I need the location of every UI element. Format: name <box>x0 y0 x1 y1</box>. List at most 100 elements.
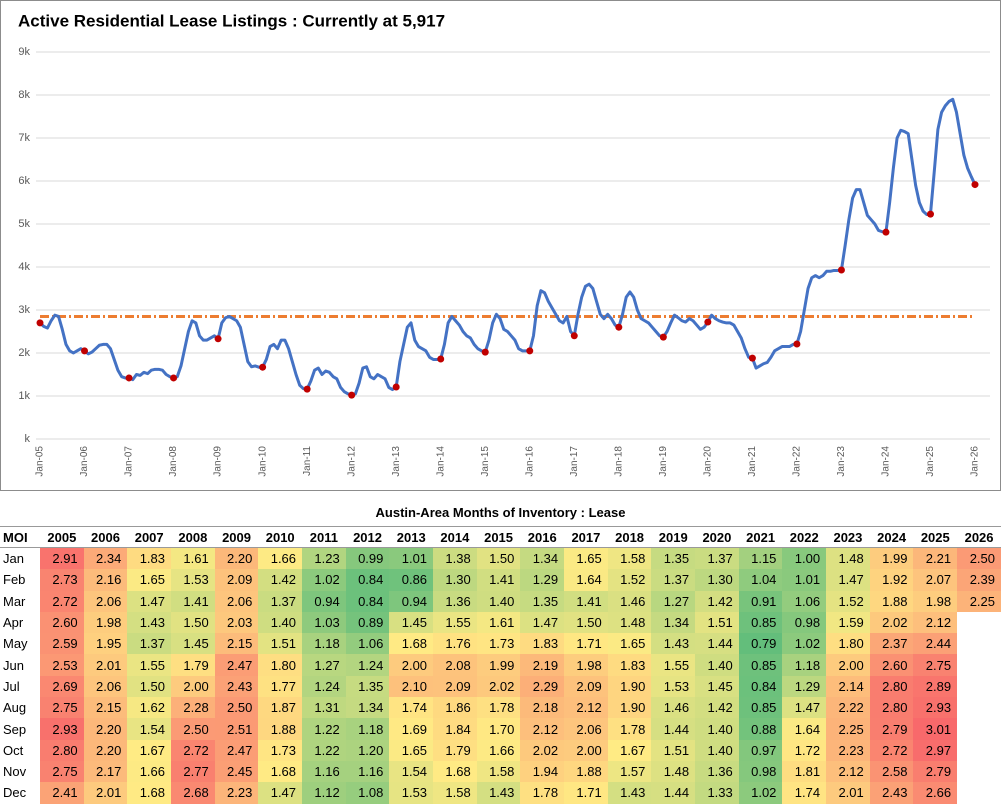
y-tick-label: 9k <box>18 46 30 58</box>
value-cell: 2.14 <box>826 675 870 698</box>
value-cell: 2.17 <box>83 760 128 783</box>
empty-cell <box>957 740 1001 761</box>
value-cell: 1.61 <box>171 547 215 570</box>
value-cell: 2.08 <box>433 654 477 676</box>
header-cell: 2014 <box>433 526 477 548</box>
value-cell: 1.88 <box>564 760 608 783</box>
value-cell: 1.55 <box>127 654 172 676</box>
value-cell: 1.50 <box>171 611 215 634</box>
value-cell: 1.18 <box>345 718 390 740</box>
moi-table: MOI 2005 2006 2007 2008 2009 2010 2011 2012 2013 2… <box>0 526 1001 804</box>
value-cell: 1.98 <box>564 654 608 676</box>
value-cell: 2.02 <box>869 611 914 634</box>
value-cell: 2.21 <box>913 547 958 570</box>
header-cell: 2015 <box>476 526 521 548</box>
value-cell: 1.54 <box>127 718 172 740</box>
value-cell: 2.68 <box>171 782 215 804</box>
value-cell: 2.75 <box>40 760 84 783</box>
value-cell: 0.84 <box>345 590 390 612</box>
header-cell: 2024 <box>869 526 914 548</box>
value-cell: 2.06 <box>83 675 128 698</box>
value-cell: 1.40 <box>695 654 739 676</box>
value-cell: 2.47 <box>214 654 259 676</box>
value-cell: 2.97 <box>913 739 958 761</box>
marker <box>659 333 667 341</box>
row-label: Jun <box>3 657 24 673</box>
value-cell: 1.51 <box>651 739 696 761</box>
marker <box>793 340 801 348</box>
table-row: Feb 2.73 2.16 1.65 1.53 2.09 1.42 1.02 0.84 0.86 1… <box>0 569 1001 591</box>
value-cell: 2.20 <box>83 739 128 761</box>
value-cell: 1.79 <box>171 654 215 676</box>
value-cell: 1.66 <box>476 739 521 761</box>
y-tick-label: k <box>25 433 31 445</box>
value-cell: 1.61 <box>476 611 521 634</box>
value-cell: 1.74 <box>389 697 434 719</box>
value-cell: 1.83 <box>127 547 172 570</box>
value-cell: 1.78 <box>476 697 521 719</box>
table-row: May 2.59 1.95 1.37 1.45 2.15 1.51 1.18 1.06 1.68 1… <box>0 633 1001 655</box>
value-cell: 1.52 <box>826 590 870 612</box>
value-cell: 2.18 <box>520 697 565 719</box>
value-cell: 2.75 <box>913 654 958 676</box>
marker <box>481 348 489 356</box>
value-cell: 2.41 <box>40 782 84 804</box>
value-cell: 1.48 <box>826 547 870 570</box>
row-label: Apr <box>3 615 24 631</box>
value-cell: 1.24 <box>302 675 346 698</box>
value-cell: 1.30 <box>695 569 739 591</box>
value-cell: 0.85 <box>738 654 783 676</box>
value-cell: 2.10 <box>389 675 434 698</box>
value-cell: 2.09 <box>564 675 608 698</box>
value-cell: 1.73 <box>476 633 521 655</box>
value-cell: 2.00 <box>389 654 434 676</box>
value-cell: 3.01 <box>913 718 958 740</box>
value-cell: 1.58 <box>607 547 652 570</box>
value-cell: 1.47 <box>826 569 870 591</box>
value-cell: 1.16 <box>345 760 390 783</box>
y-tick-label: 2k <box>18 347 30 359</box>
value-cell: 1.88 <box>869 590 914 612</box>
value-cell: 0.94 <box>302 590 346 612</box>
header-row: MOI 2005 2006 2007 2008 2009 2010 2011 2012 2013 2… <box>0 526 1001 548</box>
row-label: Sep <box>3 721 27 737</box>
x-tick-label: Jan-07 <box>124 446 135 477</box>
marker <box>259 363 267 371</box>
value-cell: 1.38 <box>433 547 477 570</box>
empty-cell <box>957 718 1001 739</box>
value-cell: 1.74 <box>782 782 827 804</box>
marker <box>926 210 934 218</box>
value-cell: 1.50 <box>476 547 521 570</box>
marker <box>704 318 712 326</box>
y-tick-label: 8k <box>18 89 30 101</box>
table-row: Oct 2.80 2.20 1.67 2.72 2.47 1.73 1.22 1.20 1.65 1… <box>0 739 1001 761</box>
value-cell: 1.31 <box>302 697 346 719</box>
value-cell: 1.02 <box>738 782 783 804</box>
x-tick-label: Jan-17 <box>569 446 580 477</box>
value-cell: 1.68 <box>127 782 172 804</box>
value-cell: 2.53 <box>40 654 84 676</box>
value-cell: 0.94 <box>389 590 434 612</box>
value-cell: 2.69 <box>40 675 84 698</box>
marker <box>971 181 979 189</box>
row-label: Feb <box>3 572 26 588</box>
value-cell: 1.80 <box>258 654 303 676</box>
value-cell: 1.53 <box>171 569 215 591</box>
x-tick-label: Jan-16 <box>524 446 535 477</box>
value-cell: 2.37 <box>869 633 914 655</box>
header-cell: MOI <box>0 526 40 548</box>
header-cell: 2018 <box>607 526 652 548</box>
value-cell: 1.87 <box>258 697 303 719</box>
value-cell: 1.36 <box>433 590 477 612</box>
value-cell: 2.80 <box>869 675 914 698</box>
value-cell: 1.64 <box>564 569 608 591</box>
value-cell: 2.79 <box>913 760 958 783</box>
value-cell: 1.47 <box>520 611 565 634</box>
x-tick-label: Jan-23 <box>836 446 847 477</box>
marker <box>170 374 178 382</box>
row-label: Nov <box>3 764 27 780</box>
value-cell: 2.50 <box>214 697 259 719</box>
value-cell: 1.44 <box>651 718 696 740</box>
x-tick-label: Jan-08 <box>168 446 179 477</box>
